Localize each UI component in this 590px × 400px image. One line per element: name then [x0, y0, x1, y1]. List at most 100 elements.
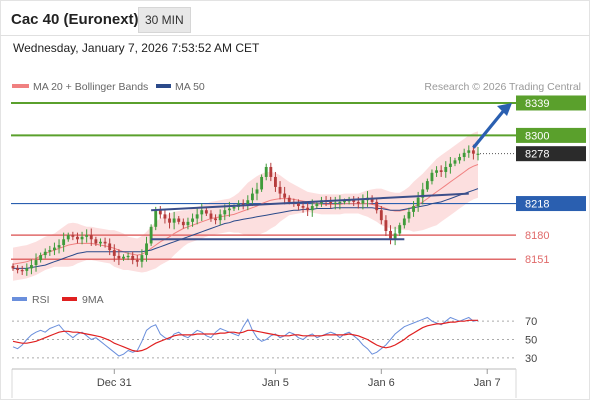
candle-body: [108, 243, 112, 251]
candle-body: [232, 206, 236, 209]
candle-body: [131, 255, 135, 261]
candle-body: [389, 230, 392, 239]
candle-body: [71, 235, 75, 237]
level-label-8218-box: [516, 196, 586, 212]
level-label-8218: 8218: [525, 199, 549, 211]
candle-body: [384, 220, 388, 231]
candle-body: [186, 221, 190, 226]
time-tick-label: Jan 7: [474, 377, 501, 389]
candle-body: [117, 255, 121, 259]
candle-body: [301, 206, 305, 208]
candle-body: [444, 166, 448, 172]
level-label-8151: 8151: [525, 254, 549, 266]
candle-body: [154, 210, 158, 227]
candle-body: [379, 210, 383, 221]
candle-body: [122, 256, 125, 259]
candle-body: [227, 208, 231, 211]
moving-averages: [12, 164, 479, 269]
candle-body: [370, 197, 374, 202]
trendlines: [151, 102, 512, 241]
candle-body: [135, 260, 139, 262]
candle-body: [214, 218, 218, 221]
rsi-tick-70: 70: [525, 316, 537, 328]
candle-body: [172, 218, 176, 223]
candle-body: [168, 218, 171, 223]
price-levels: [11, 101, 516, 260]
candle-body: [338, 201, 342, 204]
legend-label-ma50: MA 50: [175, 81, 205, 93]
candle-body: [11, 265, 15, 269]
candle-body: [57, 245, 61, 248]
header-divider: [0, 35, 590, 36]
candle-body: [398, 225, 402, 234]
candle-body: [62, 239, 66, 246]
candle-body: [448, 163, 452, 167]
candle-body: [462, 152, 466, 158]
legend-label-rsi: RSI: [32, 294, 50, 306]
candle-body: [476, 153, 480, 155]
candle-body: [209, 213, 213, 219]
candle-body: [80, 236, 84, 240]
candle-body: [218, 214, 222, 221]
time-tick-label: Jan 5: [262, 377, 289, 389]
candle-body: [471, 150, 475, 154]
candle-body: [163, 214, 167, 219]
candle-body: [16, 268, 20, 271]
candle-body: [53, 247, 56, 251]
candle-body: [112, 250, 116, 256]
candle-body: [223, 210, 227, 215]
candle-body: [20, 270, 24, 272]
rsi-9ma-line: [12, 319, 478, 353]
level-label-8339: 8339: [525, 98, 549, 110]
candle-body: [126, 255, 130, 258]
projection-arrowhead: [497, 102, 512, 116]
rsi-panel: 70 50 30: [12, 316, 537, 365]
candle-body: [195, 214, 199, 219]
candle-body: [39, 255, 43, 261]
candle-body: [310, 206, 314, 211]
candle-body: [89, 235, 93, 240]
candle-body: [333, 202, 337, 204]
time-tick-label: Dec 31: [97, 377, 132, 389]
candle-body: [34, 260, 38, 266]
candle-body: [264, 166, 268, 177]
legend-label-9ma: 9MA: [82, 294, 104, 306]
candle-body: [352, 200, 356, 202]
projection-arrow-shaft: [472, 107, 507, 149]
timeframe-button[interactable]: 30 MIN: [138, 7, 191, 33]
candle-body: [99, 241, 102, 244]
candle-body: [416, 197, 420, 207]
candle-body: [48, 250, 52, 252]
rsi-tick-30: 30: [525, 353, 537, 365]
candle-body: [297, 203, 300, 207]
candle-body: [375, 201, 379, 211]
candle-body: [25, 268, 29, 271]
legend-swatch-ma20: [12, 84, 29, 88]
candle-body: [329, 201, 333, 204]
candle-body: [204, 210, 208, 214]
candle-body: [76, 236, 79, 240]
candle-body: [29, 265, 33, 269]
candle-body: [181, 221, 185, 226]
candle-body: [393, 233, 397, 239]
time-axis: Dec 31 Jan 5 Jan 6 Jan 7: [97, 369, 501, 389]
instrument-title: Cac 40 (Euronext): [11, 11, 139, 28]
legend-swatch-ma50: [156, 84, 171, 88]
candle-body: [315, 203, 319, 207]
candle-body: [430, 172, 434, 182]
rsi-tick-50: 50: [525, 335, 537, 347]
candle-body: [361, 200, 365, 204]
last-price-label: 8278: [525, 149, 549, 161]
candle-body: [283, 193, 287, 198]
candle-body: [458, 157, 462, 161]
candle-body: [435, 170, 438, 173]
ma50-line: [13, 188, 479, 269]
candle-body: [149, 226, 153, 244]
legend-swatch-9ma: [62, 297, 77, 301]
candle-body: [85, 235, 89, 237]
candle-body: [306, 207, 310, 211]
chart-datetime: Wednesday, January 7, 2026 7:53:52 AM CE…: [13, 41, 260, 55]
trendline-1: [151, 192, 469, 212]
candle-body: [287, 197, 291, 202]
